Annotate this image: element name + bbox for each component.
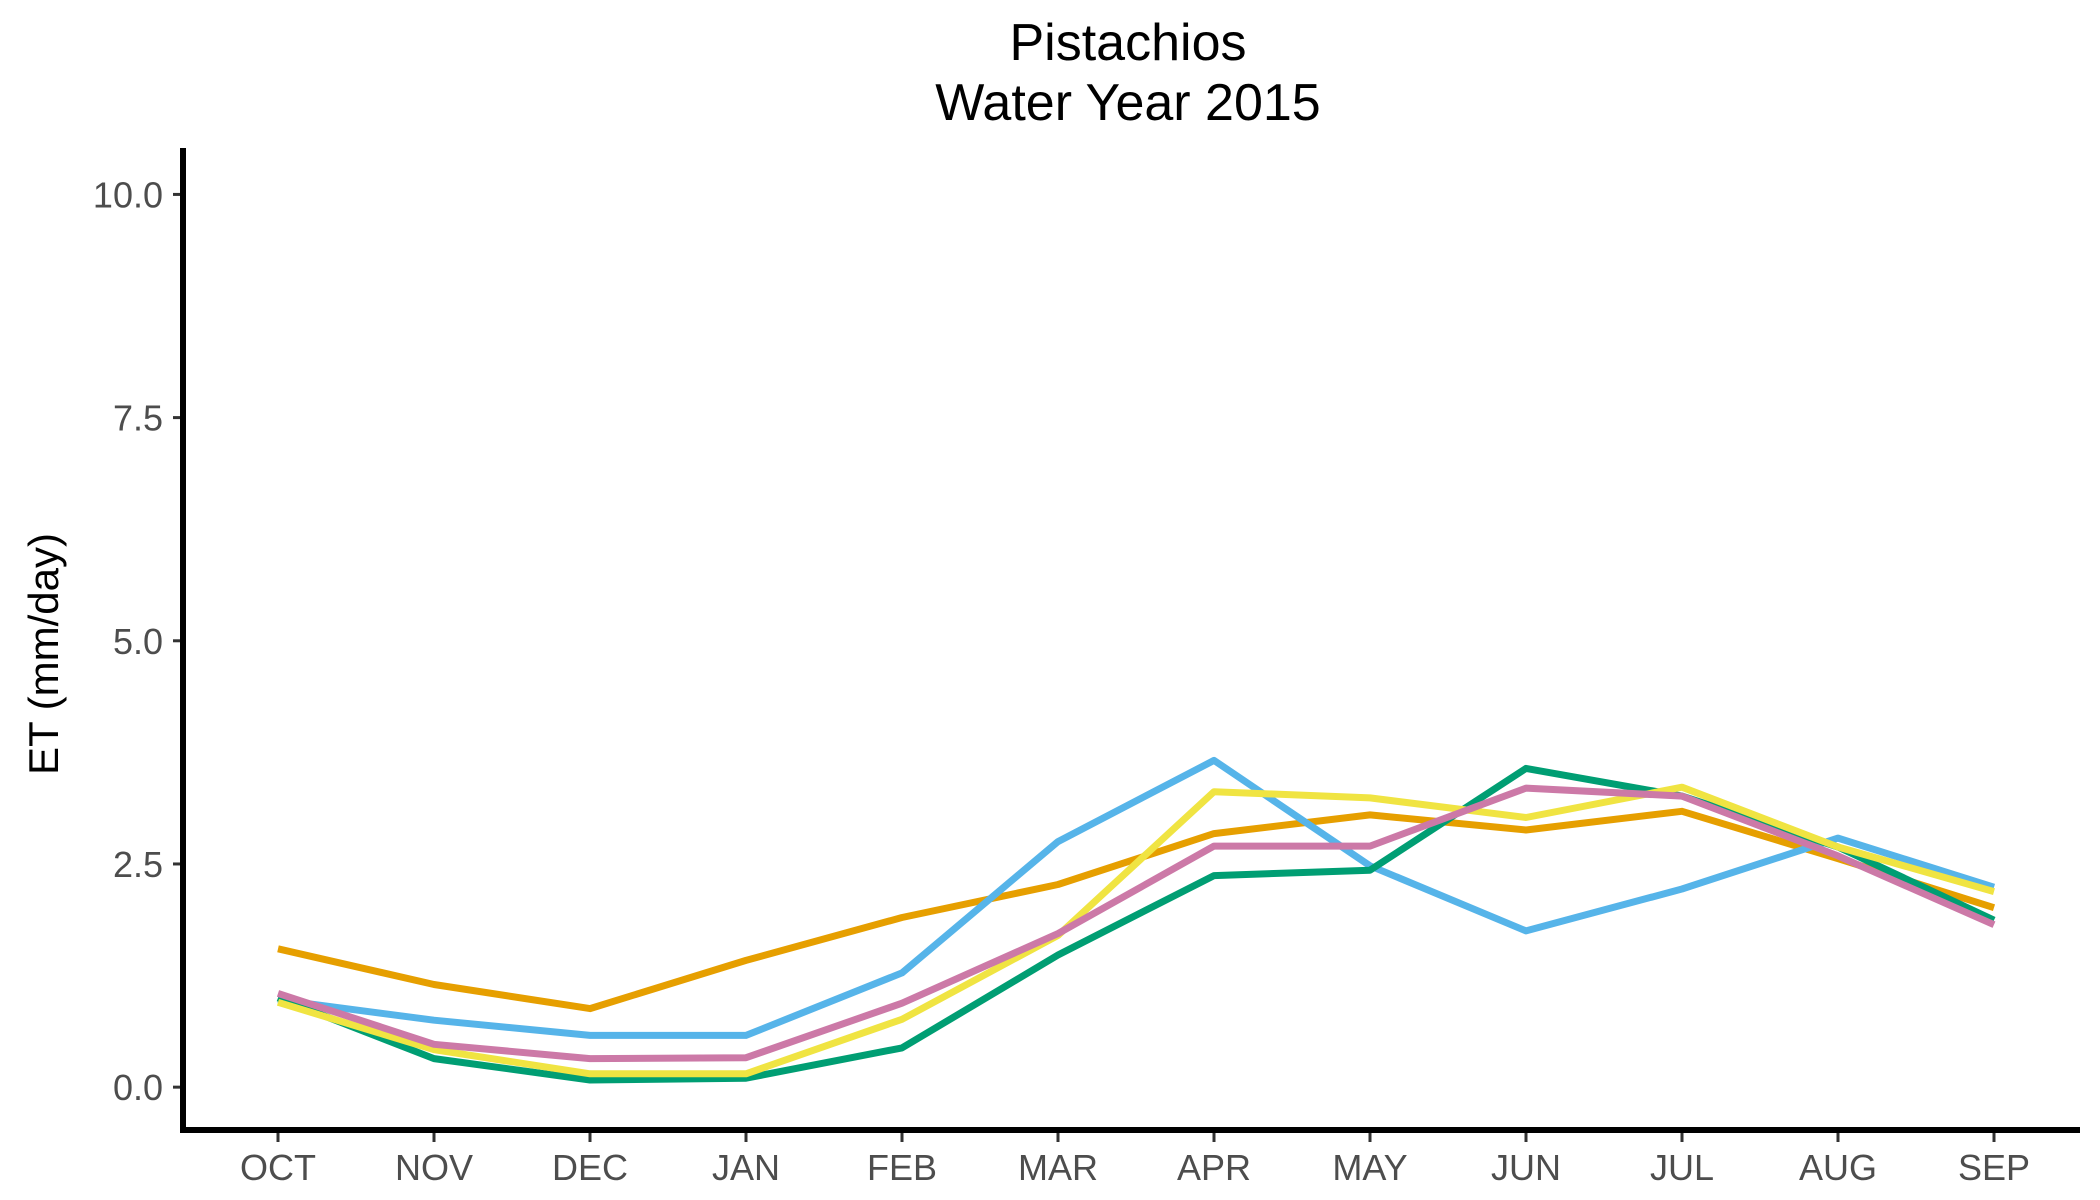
chart-title: Pistachios <box>1010 14 1247 72</box>
y-axis-ticks: 0.0 2.5 5.0 7.5 10.0 <box>93 174 183 1108</box>
series-line-1 <box>277 807 1996 1013</box>
x-axis-ticks: OCT NOV DEC JAN FEB MAR APR MAY JUN JUL AUG SEP <box>240 1130 2030 1188</box>
chart-subtitle: Water Year 2015 <box>935 74 1320 132</box>
x-tick-label: SEP <box>1958 1147 2030 1188</box>
x-tick-label: AUG <box>1799 1147 1877 1188</box>
y-tick-label: 5.0 <box>113 621 163 662</box>
series-line-4 <box>276 783 1995 1078</box>
x-tick-label: MAR <box>1018 1147 1098 1188</box>
x-tick-label: DEC <box>552 1147 628 1188</box>
series-lines <box>276 756 1996 1084</box>
y-tick-label: 7.5 <box>113 398 163 439</box>
y-tick-label: 0.0 <box>113 1067 163 1108</box>
x-tick-label: JUL <box>1650 1147 1714 1188</box>
x-tick-label: JAN <box>712 1147 780 1188</box>
y-axis-title: ET (mm/day) <box>20 533 67 775</box>
x-tick-label: OCT <box>240 1147 316 1188</box>
x-tick-label: FEB <box>867 1147 937 1188</box>
x-tick-label: NOV <box>395 1147 473 1188</box>
y-tick-label: 10.0 <box>93 174 163 215</box>
series-line-2 <box>277 756 1996 1039</box>
y-tick-label: 2.5 <box>113 844 163 885</box>
series-line-5 <box>276 784 1996 1063</box>
x-tick-label: MAY <box>1332 1147 1407 1188</box>
x-tick-label: APR <box>1177 1147 1251 1188</box>
x-tick-label: JUN <box>1491 1147 1561 1188</box>
